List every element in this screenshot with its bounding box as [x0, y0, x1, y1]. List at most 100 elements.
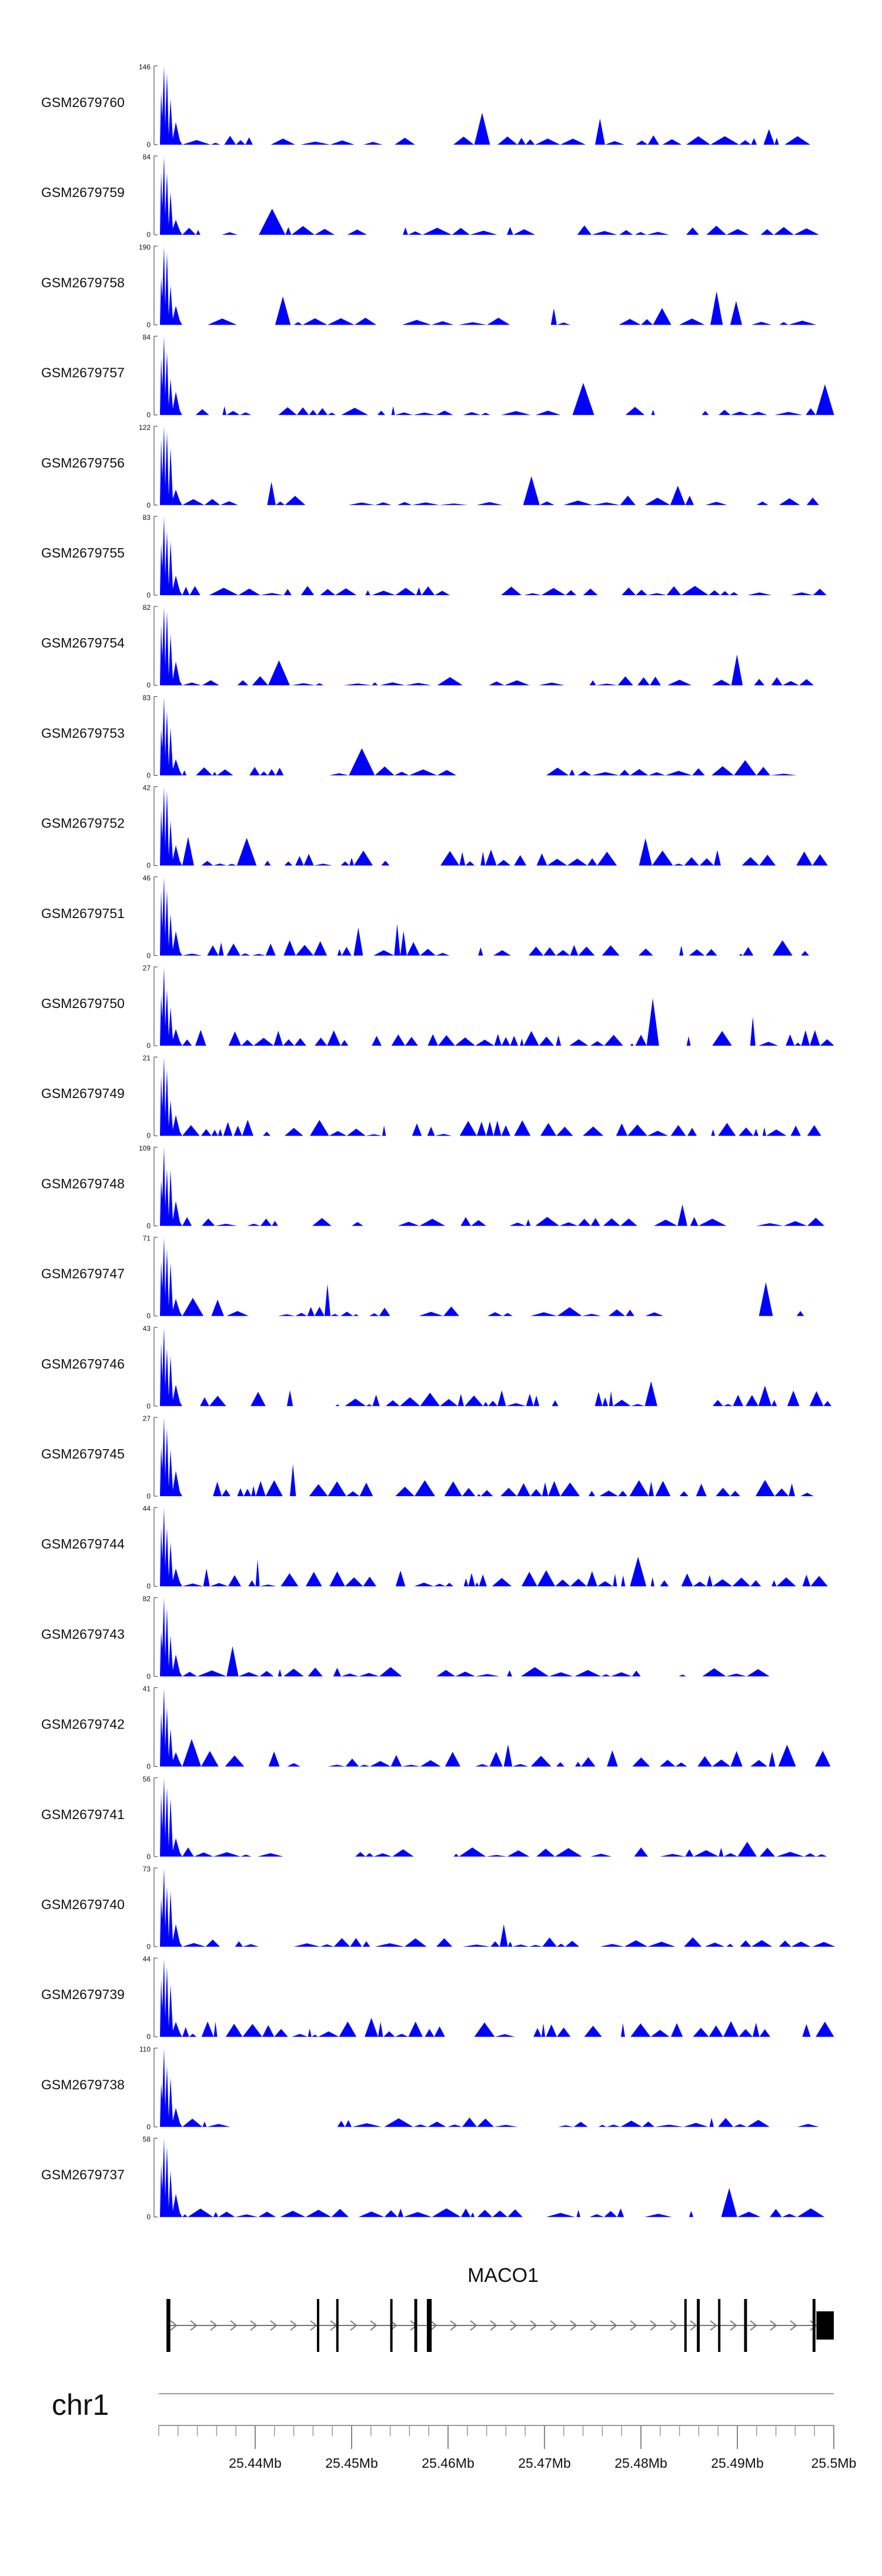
coverage-area	[160, 1958, 834, 2037]
y-min-label: 0	[146, 862, 151, 870]
y-min-label: 0	[146, 1853, 151, 1861]
track-GSM2679758: GSM2679758 190 0	[41, 243, 827, 329]
coverage-area	[160, 876, 811, 956]
track-name-label: GSM2679746	[41, 1356, 125, 1372]
track-GSM2679742: GSM2679742 41 0	[41, 1685, 833, 1771]
coverage-area	[160, 2138, 825, 2217]
strand-arrow	[490, 2320, 497, 2331]
y-max-label: 42	[143, 784, 151, 792]
y-max-label: 84	[143, 333, 151, 342]
strand-arrow	[810, 2320, 817, 2331]
y-min-label: 0	[146, 1943, 151, 1951]
exon	[744, 2299, 747, 2352]
track-GSM2679747: GSM2679747 71 0	[41, 1234, 814, 1320]
y-min-label: 0	[146, 2123, 151, 2131]
coverage-area	[160, 2048, 819, 2127]
y-min-label: 0	[146, 1672, 151, 1680]
exon	[414, 2299, 417, 2352]
track-GSM2679752: GSM2679752 42 0	[41, 784, 833, 870]
coverage-area	[160, 786, 833, 866]
strand-arrow	[710, 2320, 717, 2331]
track-name-label: GSM2679745	[41, 1446, 125, 1461]
exon	[390, 2299, 393, 2352]
y-max-label: 71	[143, 1234, 151, 1243]
y-min-label: 0	[146, 2033, 151, 2041]
strand-arrow	[610, 2320, 617, 2331]
y-min-label: 0	[146, 1132, 151, 1140]
track-name-label: GSM2679743	[41, 1626, 125, 1641]
y-max-label: 122	[139, 423, 151, 432]
track-name-label: GSM2679760	[41, 95, 125, 110]
strand-arrow	[450, 2320, 457, 2331]
coverage-area	[160, 1417, 815, 1496]
track-name-label: GSM2679757	[41, 365, 125, 381]
coverage-area	[160, 1507, 833, 1587]
track-GSM2679741: GSM2679741 56 0	[41, 1775, 830, 1861]
coverage-area	[160, 1147, 825, 1226]
track-GSM2679753: GSM2679753 83 0	[41, 693, 846, 779]
y-max-label: 83	[143, 513, 151, 522]
y-min-label: 0	[146, 231, 151, 239]
y-max-label: 73	[143, 1865, 151, 1873]
y-max-label: 82	[143, 1594, 151, 1603]
tick-label: 25.49Mb	[711, 2455, 764, 2471]
y-max-label: 110	[139, 2045, 151, 2053]
y-min-label: 0	[146, 2213, 151, 2221]
coverage-area	[160, 336, 834, 415]
track-name-label: GSM2679750	[41, 996, 125, 1011]
y-min-label: 0	[146, 952, 151, 960]
track-name-label: GSM2679738	[41, 2077, 125, 2092]
exon	[812, 2299, 816, 2352]
track-GSM2679744: GSM2679744 44 0	[41, 1504, 833, 1590]
y-max-label: 21	[143, 1054, 151, 1062]
chromosome-label: chr1	[52, 2388, 109, 2421]
y-min-label: 0	[146, 1042, 151, 1050]
y-min-label: 0	[146, 591, 151, 599]
y-min-label: 0	[146, 1222, 151, 1230]
gene-name-label: MACO1	[467, 2264, 539, 2287]
coverage-area	[160, 967, 834, 1046]
track-name-label: GSM2679752	[41, 816, 125, 831]
strand-arrow	[730, 2320, 737, 2331]
track-name-label: GSM2679737	[41, 2167, 125, 2183]
genome-axis: chr1 25.44Mb 25.45Mb 25.46Mb 25.47Mb 25.48Mb…	[52, 2388, 856, 2471]
coverage-area	[160, 516, 833, 595]
track-GSM2679740: GSM2679740 73 0	[41, 1865, 836, 1951]
exon	[684, 2299, 687, 2352]
strand-arrow	[510, 2320, 517, 2331]
strand-arrow	[470, 2320, 477, 2331]
strand-arrow	[190, 2320, 198, 2331]
coverage-area	[160, 1777, 830, 1857]
y-min-label: 0	[146, 1312, 151, 1320]
strand-arrow	[210, 2320, 218, 2331]
y-min-label: 0	[146, 411, 151, 419]
strand-arrow	[530, 2320, 537, 2331]
exon	[166, 2299, 171, 2352]
track-GSM2679760: GSM2679760 146 0	[41, 63, 834, 149]
strand-arrow	[650, 2320, 657, 2331]
track-GSM2679755: GSM2679755 83 0	[41, 513, 833, 599]
y-max-label: 41	[143, 1685, 151, 1693]
coverage-area	[160, 1057, 826, 1136]
strand-arrow	[350, 2320, 358, 2331]
coverage-area	[160, 1597, 823, 1677]
gene-track: MACO1	[166, 2264, 834, 2352]
strand-arrow	[690, 2320, 697, 2331]
track-GSM2679750: GSM2679750 27 0	[41, 964, 834, 1050]
y-max-label: 46	[143, 874, 151, 882]
strand-arrow	[230, 2320, 238, 2331]
track-GSM2679751: GSM2679751 46 0	[41, 874, 811, 960]
y-max-label: 83	[143, 693, 151, 702]
strand-arrow	[630, 2320, 637, 2331]
track-GSM2679754: GSM2679754 82 0	[41, 603, 821, 689]
y-min-label: 0	[146, 1763, 151, 1771]
track-GSM2679756: GSM2679756 122 0	[41, 423, 827, 509]
tick-label: 25.48Mb	[614, 2455, 667, 2471]
coverage-tracks: GSM2679760 146 0 GSM2679759 84 0 GSM2679758 190…	[41, 63, 846, 2221]
track-GSM2679746: GSM2679746 43 0	[41, 1324, 832, 1410]
coverage-area	[160, 606, 821, 686]
strand-arrow	[250, 2320, 258, 2331]
tick-label: 25.46Mb	[422, 2455, 475, 2471]
y-max-label: 27	[143, 1414, 151, 1423]
